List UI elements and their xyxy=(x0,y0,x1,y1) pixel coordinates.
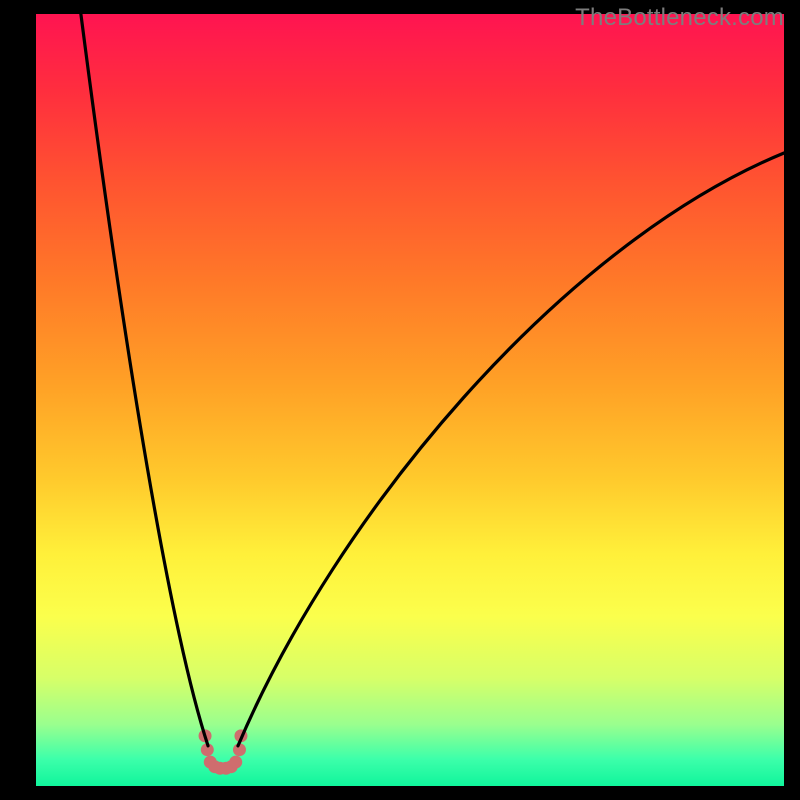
gradient-background xyxy=(36,14,784,786)
plot-area xyxy=(36,14,784,786)
watermark-text: TheBottleneck.com xyxy=(575,4,784,32)
chart-svg xyxy=(36,14,784,786)
stage: TheBottleneck.com xyxy=(0,0,800,800)
